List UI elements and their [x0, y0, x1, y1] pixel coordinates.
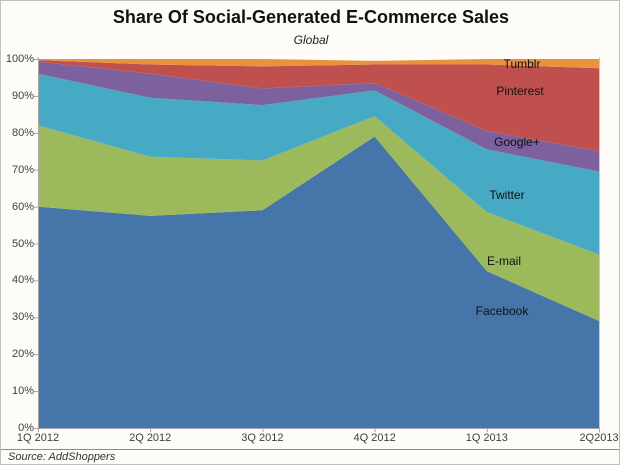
y-tick-label-70: 70% — [11, 163, 34, 176]
x-tick-label-4: 4Q 2012 — [353, 432, 396, 444]
series-label-tumblr: Tumblr — [503, 57, 541, 71]
area-google — [38, 61, 599, 172]
area-email — [38, 116, 599, 321]
y-tick-label-20: 20% — [11, 348, 34, 361]
area-twitter — [38, 73, 599, 255]
y-tick-label-90: 90% — [11, 89, 34, 102]
series-label-facebook: Facebook — [475, 304, 529, 318]
series-label-google: Google+ — [494, 135, 540, 149]
x-tick-label-3: 3Q 2012 — [241, 432, 284, 444]
y-tick-label-60: 60% — [11, 200, 34, 213]
x-tick-label-1: 1Q 2012 — [16, 432, 60, 444]
y-tick-label-80: 80% — [11, 126, 34, 139]
x-tick-label-6: 2Q2013 — [579, 432, 619, 444]
y-tick-label-0: 0% — [18, 422, 34, 434]
series-label-pinterest: Pinterest — [496, 84, 544, 98]
area-pinterest — [38, 60, 599, 152]
area-tumblr — [38, 59, 599, 69]
chart-title: Share Of Social-Generated E-Commerce Sal… — [112, 7, 510, 27]
series-label-twitter: Twitter — [489, 188, 525, 202]
area-facebook — [38, 136, 599, 429]
y-tick-label-30: 30% — [11, 311, 34, 324]
series-label-email: E-mail — [486, 254, 522, 268]
x-tick-label-5: 1Q 2013 — [465, 432, 508, 444]
y-tick-label-10: 10% — [11, 385, 34, 398]
y-tick-label-40: 40% — [11, 274, 34, 287]
y-tick-label-50: 50% — [11, 237, 34, 250]
source-note: Source: AddShoppers — [8, 451, 116, 463]
chart-subtitle: Global — [293, 33, 329, 47]
x-tick-label-2: 2Q 2012 — [129, 432, 172, 444]
y-tick-label-100: 100% — [5, 53, 34, 65]
footer-divider — [1, 449, 619, 450]
